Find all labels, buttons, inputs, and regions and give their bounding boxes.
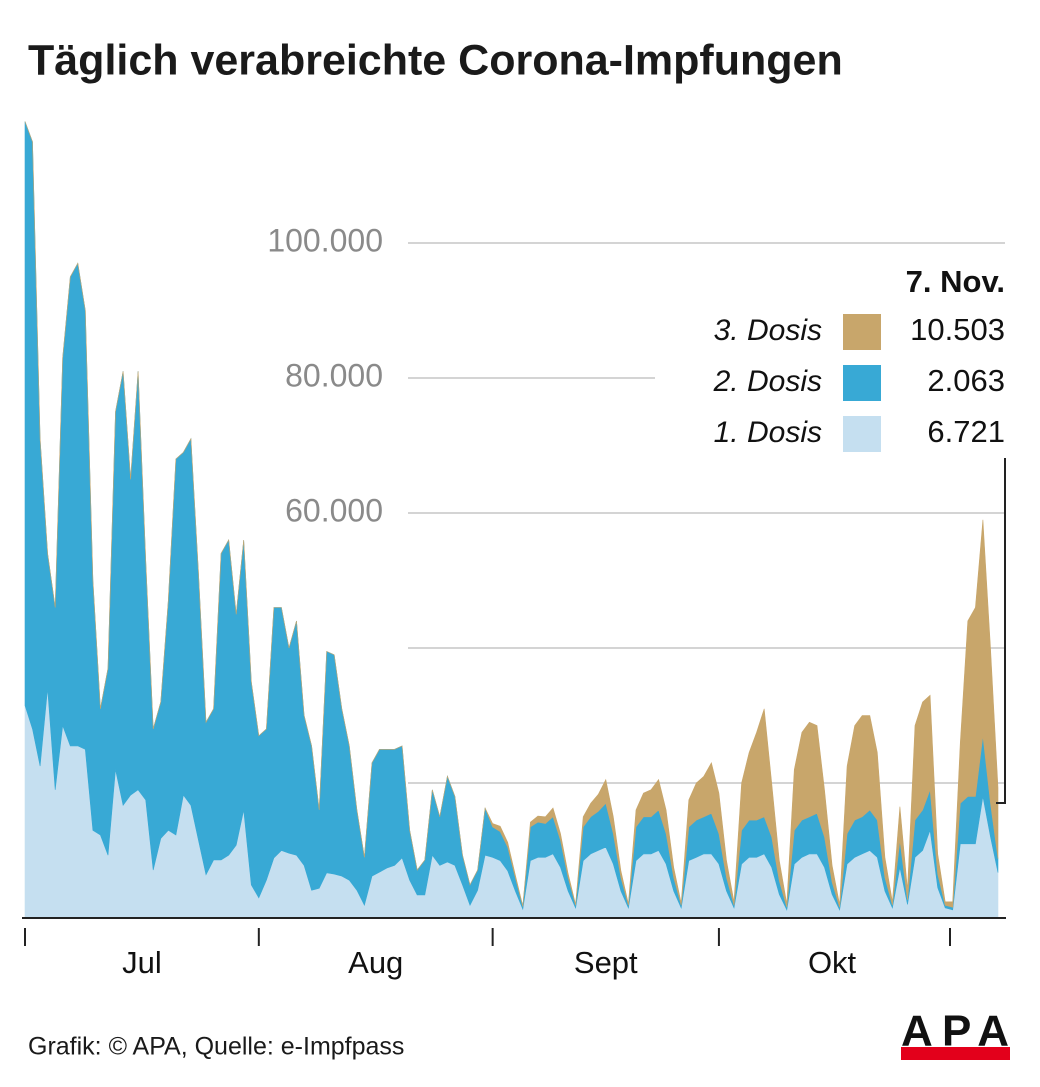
- legend-background: [655, 262, 1015, 457]
- y-tick-label: 100.000: [267, 222, 383, 258]
- x-tick-label: Aug: [348, 945, 403, 980]
- legend-title: 7. Nov.: [906, 264, 1005, 299]
- legend-label: 1. Dosis: [714, 416, 822, 449]
- legend-value: 6.721: [927, 414, 1005, 449]
- source: Grafik: © APA, Quelle: e-Impfpass: [28, 1033, 404, 1061]
- logo-bar: [901, 1047, 1010, 1060]
- chart-title: Täglich verabreichte Corona-Impfungen: [28, 36, 843, 84]
- x-tick-label: Okt: [808, 945, 857, 980]
- legend-swatch: [843, 416, 881, 452]
- area: [24, 121, 999, 908]
- legend: 7. Nov. 3. Dosis 10.503 2. Dosis 2.063 1. Do…: [655, 262, 1015, 457]
- grid: 60.000 80.000 100.000: [267, 222, 1005, 784]
- y-tick-label: 60.000: [285, 492, 383, 528]
- x-tick-label: Sept: [574, 945, 638, 980]
- legend-label: 2. Dosis: [713, 365, 822, 398]
- legend-swatch: [843, 365, 881, 401]
- legend-swatch: [843, 314, 881, 350]
- x-tick-label: Jul: [122, 945, 162, 980]
- legend-label: 3. Dosis: [714, 314, 822, 347]
- legend-value: 10.503: [910, 312, 1005, 347]
- y-tick-label: 80.000: [285, 357, 383, 393]
- legend-value: 2.063: [927, 363, 1005, 398]
- x-axis: Jul Aug Sept Okt: [22, 917, 1006, 980]
